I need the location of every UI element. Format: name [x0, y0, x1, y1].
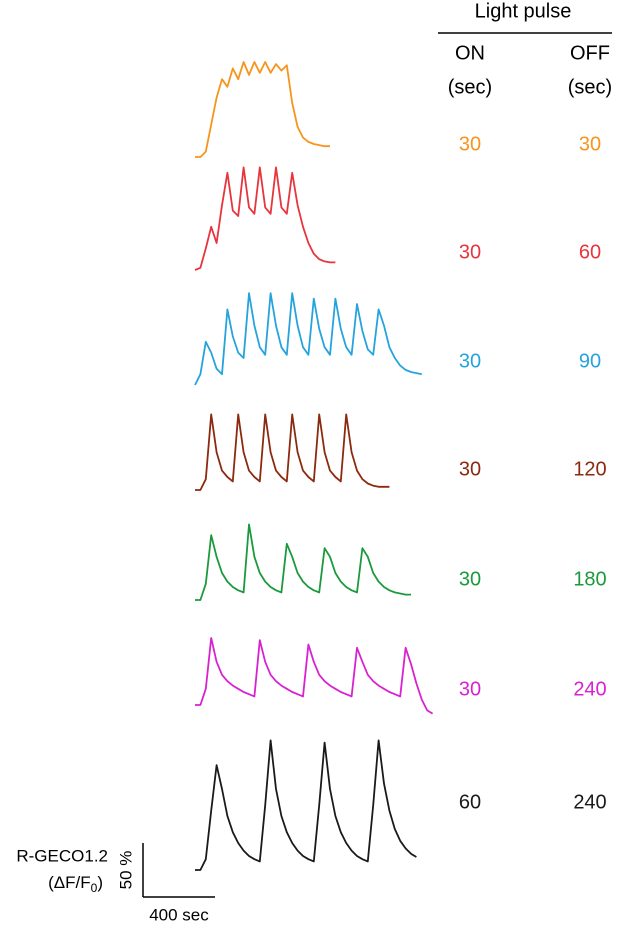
scale-bar-x-label: 400 sec: [149, 905, 209, 924]
trace: [195, 739, 417, 871]
off-value: 90: [579, 350, 601, 372]
on-unit: (sec): [448, 76, 492, 98]
on-value: 30: [459, 241, 481, 263]
trace: [194, 166, 336, 271]
y-label-unit: (ΔF/F0): [48, 873, 103, 895]
off-value: 240: [573, 678, 606, 700]
trace: [195, 523, 411, 601]
on-value: 30: [459, 133, 481, 155]
on-value: 30: [459, 350, 481, 372]
trace: [195, 637, 434, 715]
off-unit: (sec): [568, 76, 612, 98]
trace: [195, 61, 330, 158]
on-value: 30: [459, 458, 481, 480]
scale-bar-y-label: 50 %: [116, 851, 135, 890]
on-value: 30: [459, 568, 481, 590]
on-value: 60: [459, 791, 481, 813]
trace: [195, 413, 390, 491]
off-value: 30: [579, 133, 601, 155]
header-title: Light pulse: [475, 0, 572, 22]
y-label-subscript: 0: [91, 881, 98, 895]
off-value: 120: [573, 458, 606, 480]
on-value: 30: [459, 678, 481, 700]
off-header: OFF: [570, 42, 610, 64]
off-value: 240: [573, 791, 606, 813]
y-label-suffix: ): [97, 873, 103, 892]
off-value: 60: [579, 241, 601, 263]
on-header: ON: [455, 42, 485, 64]
y-label-prefix: (ΔF/F: [48, 873, 91, 892]
y-label-name: R-GECO1.2: [16, 846, 108, 865]
trace: [194, 292, 422, 386]
off-value: 180: [573, 568, 606, 590]
